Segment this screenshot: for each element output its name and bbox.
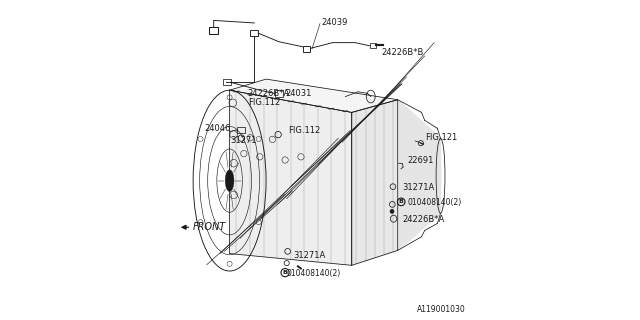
- Text: 24031: 24031: [285, 89, 312, 98]
- Text: 31271: 31271: [230, 136, 257, 146]
- Text: 24039: 24039: [321, 18, 348, 27]
- Text: FRONT: FRONT: [193, 222, 226, 232]
- Circle shape: [390, 210, 394, 213]
- Polygon shape: [230, 79, 397, 112]
- Text: 22691: 22691: [407, 156, 434, 165]
- Polygon shape: [352, 100, 397, 265]
- Text: 010408140(2): 010408140(2): [408, 198, 462, 207]
- Text: A119001030: A119001030: [417, 305, 466, 314]
- Text: 31271A: 31271A: [403, 183, 435, 192]
- Polygon shape: [230, 90, 352, 265]
- Text: 010408140(2): 010408140(2): [287, 269, 341, 278]
- Text: B: B: [283, 270, 287, 275]
- Text: 31271A: 31271A: [293, 251, 325, 260]
- Text: B: B: [399, 199, 404, 204]
- Text: 24226B*A: 24226B*A: [403, 215, 445, 224]
- Text: FIG.112: FIG.112: [287, 126, 320, 135]
- Ellipse shape: [225, 170, 234, 191]
- Text: FIG.112: FIG.112: [248, 99, 280, 108]
- Polygon shape: [397, 100, 440, 251]
- Text: 24226B*A: 24226B*A: [248, 89, 290, 98]
- Text: 24046: 24046: [205, 124, 231, 133]
- Text: FIG.121: FIG.121: [426, 133, 458, 142]
- Text: 24226B*B: 24226B*B: [382, 48, 424, 57]
